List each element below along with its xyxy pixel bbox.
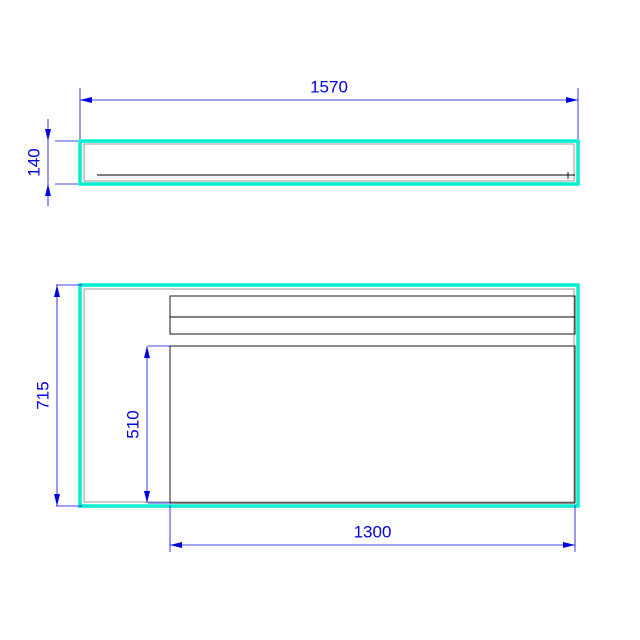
svg-text:510: 510 (123, 410, 142, 438)
front-view (80, 285, 578, 506)
svg-text:715: 715 (33, 381, 52, 409)
svg-text:1570: 1570 (310, 77, 348, 96)
svg-text:140: 140 (24, 148, 43, 176)
svg-text:1300: 1300 (354, 522, 392, 541)
top-view (80, 141, 578, 184)
